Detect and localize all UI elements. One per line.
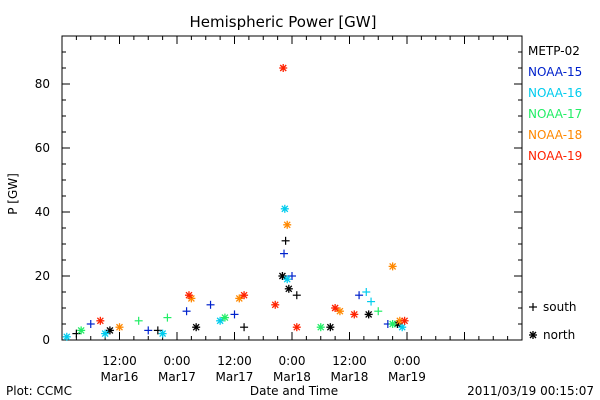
x-tick-label-time: 12:00: [332, 354, 367, 368]
data-point-south: [240, 323, 249, 332]
x-tick-label-time: 0:00: [279, 354, 306, 368]
data-point-north: [220, 313, 229, 322]
data-point-north: [326, 323, 335, 332]
data-point-north: [292, 323, 301, 332]
data-point-north: [235, 294, 244, 303]
data-point-north: [115, 323, 124, 332]
data-point-north: [216, 316, 225, 325]
y-tick-label: 60: [35, 141, 50, 155]
data-point-north: [398, 323, 407, 332]
data-point-south: [367, 297, 376, 306]
legend-entry: NOAA-16: [528, 86, 582, 100]
y-tick-label: 20: [35, 269, 50, 283]
data-point-north: [62, 332, 71, 341]
x-tick-label-time: 0:00: [394, 354, 421, 368]
marker-legend-label: north: [543, 328, 575, 342]
data-point-south: [355, 291, 364, 300]
data-point-north: [364, 310, 373, 319]
y-axis-title: P [GW]: [6, 173, 20, 215]
legend-entry: NOAA-19: [528, 149, 582, 163]
marker-symbol: [529, 331, 537, 339]
x-tick-label-time: 12:00: [217, 354, 252, 368]
legend-entry: NOAA-15: [528, 65, 582, 79]
data-point-south: [163, 313, 172, 322]
data-point-north: [400, 316, 409, 325]
data-point-south: [292, 291, 301, 300]
data-point-south: [280, 249, 289, 258]
x-tick-label-date: Mar16: [101, 370, 139, 384]
chart-title: Hemispheric Power [GW]: [190, 13, 377, 31]
data-point-south: [134, 316, 143, 325]
data-point-north: [158, 329, 167, 338]
data-point-south: [281, 236, 290, 245]
data-point-north: [278, 272, 287, 280]
legend-entry: METP-02: [528, 44, 580, 58]
marker-legend-north: north: [529, 328, 575, 342]
plot-frame: [61, 35, 523, 341]
y-tick-label: 40: [35, 205, 50, 219]
marker-symbol: [529, 303, 537, 311]
x-tick-label-date: Mar17: [158, 370, 196, 384]
y-tick-label: 0: [42, 333, 50, 347]
footer-left: Plot: CCMC: [6, 384, 72, 398]
legend-entry: NOAA-17: [528, 107, 582, 121]
data-point-south: [182, 307, 191, 316]
footer-right: 2011/03/19 00:15:07: [467, 384, 594, 398]
data-point-south: [206, 300, 215, 309]
marker-legend: south north: [529, 300, 577, 342]
data-point-south: [153, 326, 162, 335]
x-axis-title: Date and Time: [250, 384, 338, 398]
x-tick-label-date: Mar19: [388, 370, 426, 384]
data-point-north: [240, 291, 249, 300]
data-point-north: [279, 64, 288, 72]
data-point-south: [144, 326, 153, 335]
data-point-north: [77, 326, 86, 335]
data-point-north: [105, 326, 114, 335]
x-tick-label-date: Mar18: [331, 370, 369, 384]
x-tick-label-time: 0:00: [164, 354, 191, 368]
data-point-south: [86, 320, 95, 328]
data-point-north: [388, 320, 397, 328]
x-tick-label-date: Mar18: [273, 370, 311, 384]
marker-legend-label: south: [543, 300, 577, 314]
data-point-south: [230, 310, 239, 319]
data-point-north: [350, 310, 359, 319]
data-point-south: [362, 288, 371, 296]
data-point-north: [331, 304, 340, 312]
series-noaa-15: [86, 249, 392, 335]
series-noaa-17: [77, 307, 397, 335]
data-point-north: [283, 220, 292, 229]
data-point-north: [335, 307, 344, 316]
data-point-north: [388, 262, 397, 271]
data-point-north: [192, 323, 201, 332]
marker-legend-south: south: [529, 300, 577, 314]
series-metp-02: [72, 236, 402, 338]
x-axis: 12:00 Mar16 0:00 Mar17 12:00 Mar17 0:00 Mar18 12…: [61, 36, 523, 384]
data-point-north: [316, 323, 325, 332]
data-point-south: [288, 272, 296, 280]
x-tick-label-time: 12:00: [102, 354, 137, 368]
data-point-north: [96, 316, 105, 325]
series-noaa-18: [115, 220, 404, 332]
y-tick-label: 80: [35, 77, 50, 91]
x-tick-label-date: Mar17: [216, 370, 254, 384]
data-point-north: [284, 284, 293, 293]
series-noaa-16: [62, 204, 407, 341]
data-points: [62, 64, 409, 341]
data-point-north: [271, 300, 280, 309]
data-point-north: [184, 291, 193, 300]
data-point-north: [283, 275, 292, 284]
legend-entry: NOAA-18: [528, 128, 582, 142]
data-point-south: [374, 307, 383, 316]
data-point-north: [101, 329, 110, 338]
y-axis: 0 20 40 60 80: [35, 35, 522, 347]
data-point-south: [72, 329, 81, 338]
legend: METP-02 NOAA-15 NOAA-16 NOAA-17 NOAA-18 NOAA-…: [528, 44, 582, 163]
data-point-north: [280, 204, 289, 213]
series-noaa-19: [96, 64, 409, 332]
